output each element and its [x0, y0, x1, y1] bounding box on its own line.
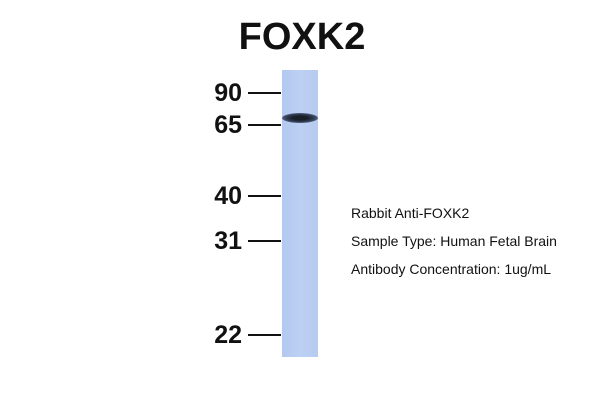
- marker-label: 31: [214, 227, 242, 255]
- marker-tick: [248, 240, 281, 242]
- marker-22: 22: [200, 321, 281, 349]
- marker-label: 22: [214, 321, 242, 349]
- marker-tick: [248, 92, 281, 94]
- marker-31: 31: [200, 227, 281, 255]
- marker-label: 65: [214, 111, 242, 139]
- marker-tick: [248, 195, 281, 197]
- protein-band: [282, 113, 318, 123]
- marker-tick: [248, 124, 281, 126]
- marker-65: 65: [200, 111, 281, 139]
- sample-type-label: Sample Type: Human Fetal Brain: [351, 233, 557, 249]
- marker-tick: [248, 334, 281, 336]
- antibody-label: Rabbit Anti-FOXK2: [351, 205, 470, 221]
- marker-40: 40: [200, 182, 281, 210]
- marker-90: 90: [200, 79, 281, 107]
- blot-title: FOXK2: [238, 16, 366, 58]
- marker-label: 90: [214, 79, 242, 107]
- marker-label: 40: [214, 182, 242, 210]
- concentration-label: Antibody Concentration: 1ug/mL: [351, 261, 552, 277]
